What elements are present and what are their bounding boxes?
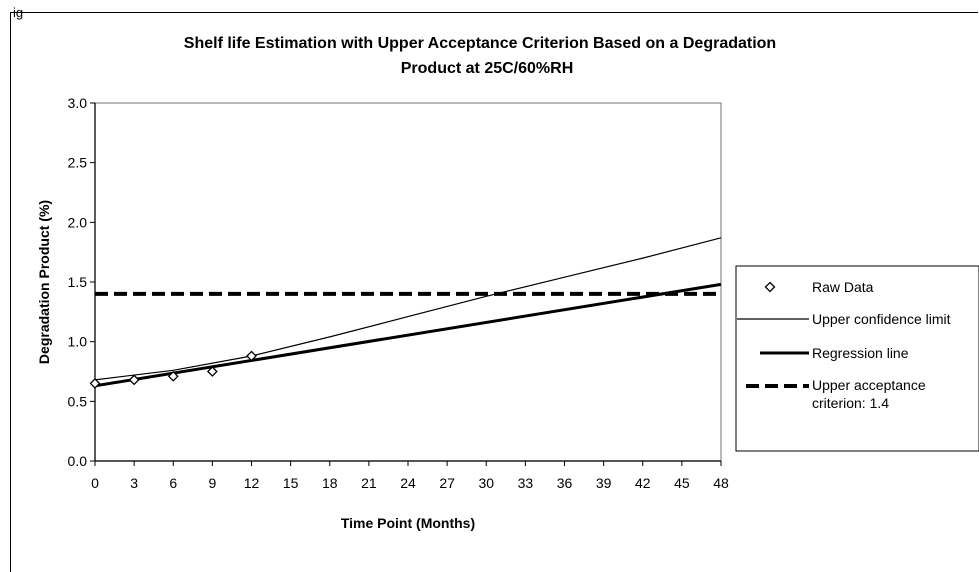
legend-label-acceptance-line2: criterion: 1.4 [812, 395, 889, 411]
y-ticks: 0.0 0.5 1.0 1.5 2.0 2.5 3.0 [68, 95, 95, 469]
x-tick-label: 42 [635, 475, 651, 491]
x-tick-label: 3 [130, 475, 138, 491]
x-tick-label: 39 [596, 475, 612, 491]
legend-box [735, 265, 979, 452]
y-tick-label: 2.5 [68, 155, 88, 171]
y-axis-label: Degradation Product (%) [36, 200, 52, 364]
x-tick-label: 24 [400, 475, 416, 491]
x-axis-label: Time Point (Months) [341, 515, 475, 531]
regression-line [94, 282, 722, 388]
legend-label-raw-data: Raw Data [812, 279, 874, 295]
y-tick-label: 1.5 [68, 274, 88, 290]
x-tick-label: 12 [244, 475, 260, 491]
x-tick-label: 48 [713, 475, 729, 491]
figure-label: ig [13, 5, 24, 20]
x-ticks: 0 3 6 9 12 15 18 21 24 27 30 33 36 39 42 45 48 [91, 461, 729, 491]
legend-swatch-raw-data [764, 281, 776, 293]
plot-area [94, 102, 722, 462]
series-layer [89, 237, 722, 389]
raw-data-point [206, 366, 218, 377]
y-tick-label: 0.5 [68, 393, 88, 409]
figure-frame: ig [10, 5, 978, 572]
x-tick-label: 27 [439, 475, 455, 491]
legend-swatches [737, 281, 809, 388]
y-tick-label: 1.0 [68, 334, 88, 350]
x-tick-label: 15 [283, 475, 299, 491]
x-tick-label: 21 [361, 475, 377, 491]
legend-label-upper-confidence-limit: Upper confidence limit [812, 311, 951, 327]
x-tick-label: 33 [518, 475, 534, 491]
upper-confidence-limit-line [94, 237, 722, 381]
x-tick-label: 6 [169, 475, 177, 491]
x-tick-label: 18 [322, 475, 338, 491]
x-tick-label: 30 [478, 475, 494, 491]
chart-title-line1: Shelf life Estimation with Upper Accepta… [184, 35, 776, 52]
raw-data-point [246, 350, 257, 362]
x-tick-label: 36 [557, 475, 573, 491]
x-tick-label: 0 [91, 475, 99, 491]
chart-title-line2: Product at 25C/60%RH [401, 60, 574, 77]
legend-label-regression-line: Regression line [812, 345, 909, 361]
x-tick-label: 45 [674, 475, 690, 491]
raw-data-point [128, 374, 140, 386]
y-tick-label: 2.0 [68, 214, 88, 230]
legend-label-acceptance-line1: Upper acceptance [812, 377, 926, 393]
x-tick-label: 9 [208, 475, 216, 491]
y-tick-label: 3.0 [68, 95, 88, 111]
legend: Raw Data Upper confidence limit Regressi… [735, 265, 979, 452]
raw-data-point [89, 378, 101, 389]
y-tick-label: 0.0 [68, 453, 88, 469]
raw-data-point [167, 370, 179, 382]
